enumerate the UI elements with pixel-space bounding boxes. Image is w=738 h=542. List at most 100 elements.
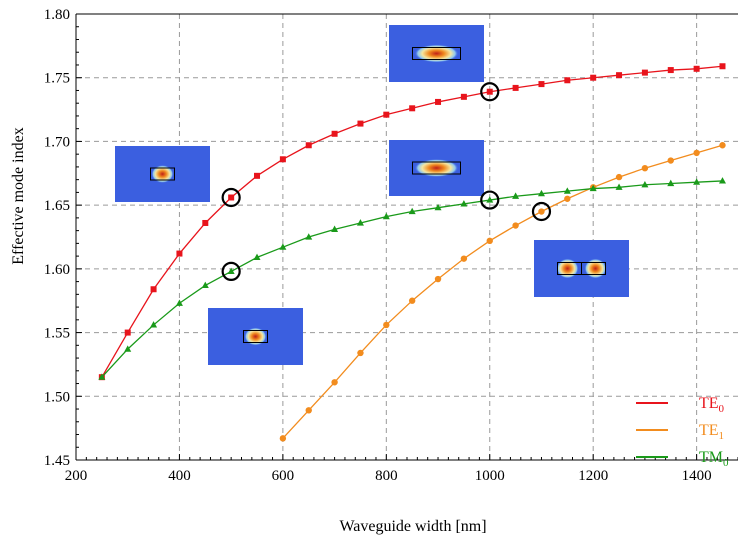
data-point (408, 207, 416, 215)
highlight-circle (221, 187, 241, 208)
x-tick-label: 1000 (475, 468, 505, 484)
data-point (357, 349, 364, 357)
waveguide-outline (412, 161, 461, 175)
data-point (98, 373, 106, 380)
field-lobe (584, 258, 607, 279)
data-point (616, 72, 623, 79)
y-tick-label: 1.50 (44, 389, 70, 405)
data-point (563, 187, 571, 194)
data-point (693, 65, 700, 72)
x-tick-label: 1200 (578, 468, 608, 484)
data-point (486, 88, 493, 95)
mode-inset (115, 146, 210, 202)
data-point (279, 435, 287, 442)
data-point (693, 178, 701, 185)
field-lobe (414, 159, 459, 177)
series-tm0 (98, 177, 726, 380)
data-point (486, 196, 494, 203)
data-point (382, 212, 390, 220)
series-line (282, 144, 723, 439)
field-lobe (556, 258, 579, 279)
x-tick-label: 800 (375, 468, 398, 484)
data-point (124, 329, 131, 336)
waveguide-outline (243, 330, 268, 343)
data-point (356, 219, 364, 226)
data-point (512, 222, 519, 229)
waveguide-outline (150, 167, 175, 181)
data-point (718, 177, 726, 184)
data-point (305, 407, 312, 414)
data-point (175, 299, 183, 306)
data-point (434, 275, 442, 283)
waveguide-outline (412, 47, 461, 60)
x-tick-label: 400 (168, 468, 191, 484)
data-point (537, 189, 545, 197)
data-point (253, 253, 261, 260)
field-lobe (151, 165, 174, 183)
data-point (641, 180, 649, 188)
data-point (305, 142, 312, 149)
y-tick-label: 1.70 (44, 134, 70, 150)
series-line (101, 65, 723, 378)
y-tick-label: 1.75 (44, 71, 70, 87)
x-tick-label: 1400 (682, 468, 712, 484)
data-point (719, 63, 726, 70)
field-lobe (244, 327, 267, 346)
data-point (486, 237, 493, 245)
data-point (667, 179, 675, 187)
data-point (512, 84, 519, 91)
legend-label: TM0 (699, 449, 729, 469)
data-point (201, 281, 209, 289)
highlight-circles (221, 82, 552, 282)
data-point (279, 243, 287, 250)
data-point (279, 156, 286, 163)
y-tick-label: 1.60 (44, 262, 70, 278)
data-point (409, 105, 416, 112)
y-axis-label: Effective mode index (10, 127, 27, 264)
data-point (435, 98, 442, 105)
data-point (460, 200, 468, 207)
grid (76, 14, 738, 460)
data-point (512, 192, 520, 199)
data-point (589, 184, 597, 192)
highlight-circle (531, 201, 552, 222)
x-tick-label: 600 (272, 468, 295, 484)
data-point (615, 173, 623, 181)
data-point (564, 195, 571, 202)
data-point (227, 267, 235, 275)
data-point (383, 321, 390, 329)
mode-inset (389, 140, 484, 196)
highlight-circle (480, 190, 500, 210)
highlight-circle (221, 261, 241, 282)
highlight-circle (480, 82, 500, 102)
data-point (408, 297, 416, 304)
data-point (434, 203, 442, 211)
legend-label: TE1 (699, 422, 724, 442)
y-tick-label: 1.45 (44, 453, 70, 469)
field-lobe (414, 44, 459, 63)
data-point (254, 172, 261, 179)
data-point (538, 208, 545, 215)
mode-inset (208, 308, 303, 365)
mode-inset (534, 240, 629, 297)
data-point (331, 130, 338, 137)
x-axis-label: Waveguide width [nm] (339, 518, 486, 535)
data-point (124, 345, 132, 352)
mode-inset (389, 25, 484, 82)
data-point (693, 149, 700, 157)
data-point (667, 157, 674, 164)
data-point (202, 219, 209, 226)
data-point (331, 379, 338, 386)
y-tick-label: 1.80 (44, 7, 70, 23)
data-point (150, 321, 158, 328)
data-point (460, 255, 468, 262)
data-point (357, 120, 364, 127)
data-point (176, 250, 183, 257)
mode-insets (115, 25, 629, 365)
data-point (641, 164, 649, 172)
data-point (460, 93, 467, 100)
legend-label: TE0 (699, 395, 725, 415)
y-tick-label: 1.65 (44, 198, 70, 214)
data-point (228, 194, 235, 201)
